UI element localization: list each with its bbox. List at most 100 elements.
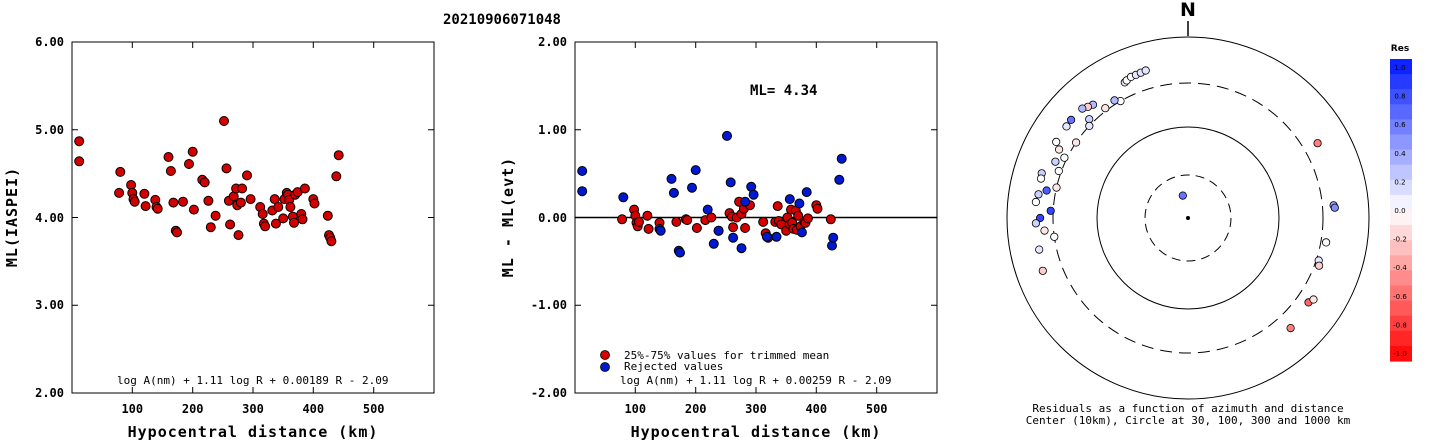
colorbar-tick-label: 0.6 [1394,121,1406,129]
epicenter-marker [1186,216,1190,220]
colorbar-segment [1390,315,1412,332]
y-tick-label: 4.00 [35,211,64,225]
data-point [740,196,751,207]
colorbar-tick-label: 0.8 [1394,93,1405,101]
x-tick-label: 500 [866,402,888,416]
data-point [219,116,229,126]
station-point [1055,145,1064,154]
y-tick-label: 1.00 [538,123,567,137]
station-point [1046,206,1055,215]
data-point [74,156,85,167]
colorbar-segment [1390,210,1412,226]
data-point [245,194,256,205]
data-point [331,171,342,182]
data-point [129,196,140,207]
data-point [761,231,772,242]
data-point [114,187,125,198]
station-point [1060,153,1069,162]
colorbar-segment [1390,285,1412,302]
data-point [260,221,271,232]
ring-100km [1096,126,1280,310]
colorbar-segment [1390,149,1412,166]
data-point [617,214,628,225]
y-tick-label: -1.00 [531,298,567,312]
data-point [140,201,151,212]
x-tick-label: 200 [182,402,204,416]
data-point [309,198,320,209]
magnitude-formula: log A(nm) + 1.11 log R + 0.00189 R - 2.0… [117,374,389,387]
data-point [655,225,666,236]
data-point [725,177,736,188]
colorbar-segment [1390,345,1412,362]
station-point [1050,232,1059,241]
colorbar-segment [1390,104,1412,120]
colorbar-segment [1390,134,1412,151]
station-point [1178,191,1187,200]
data-point [675,247,685,258]
legend: 25%-75% values for trimmed mean Rejected… [600,349,829,373]
data-point [748,189,759,200]
station-point [1286,323,1295,333]
figure-title: 20210906071048 [443,12,561,28]
data-point [242,170,252,181]
y-tick-label: 6.00 [35,35,64,49]
data-point [188,204,199,215]
ml-annotation: ML= 4.34 [750,83,817,99]
data-point [836,153,847,164]
data-point [728,222,739,233]
colorbar-tick-label: -0.8 [1393,321,1407,329]
colorbar [1390,59,1412,362]
data-point [257,209,268,219]
data-point [728,232,739,243]
data-point [671,216,682,227]
colorbar-segment [1390,59,1412,75]
polar-points [1031,66,1339,333]
colorbar-segment [1390,270,1412,287]
data-point [666,173,677,184]
x-tick-label: 300 [745,402,767,416]
data-point [299,183,310,194]
data-point [172,227,182,238]
x-tick-label: 300 [242,402,264,416]
station-point [1031,219,1041,228]
station-point [1034,190,1043,199]
plot-frame-left [71,41,435,394]
station-point [1309,295,1318,304]
station-point [1052,183,1061,192]
data-point [634,216,644,227]
x-tick-label: 100 [121,402,143,416]
colorbar-tick-label: 0.0 [1394,207,1405,215]
ring-1000km [1006,36,1370,400]
data-point [273,202,284,212]
scatter-points-left [74,116,344,247]
station-point [1042,186,1051,195]
y-axis-label: ML(IASPEI) [3,167,21,267]
data-point [771,231,782,242]
colorbar-tick-label: 0.4 [1394,150,1406,158]
x-tick-label: 500 [363,402,385,416]
y-tick-label: 2.00 [35,386,64,400]
colorbar-tick-label: -0.2 [1393,236,1407,244]
colorbar-segment [1390,179,1412,196]
colorbar-tick-label: -0.6 [1393,293,1407,301]
ring-300km [1052,82,1324,354]
data-point [115,166,126,177]
station-point [1035,245,1044,254]
data-point [713,225,724,236]
x-axis-label: Hypocentral distance (km) [128,423,379,441]
station-point [1036,174,1046,183]
data-point [687,182,697,193]
legend-marker-trimmed [600,350,610,360]
data-point [237,183,248,194]
panel-residual-vs-distance: 2.00 1.00 0.00 -1.00 -2.00 100 200 300 4… [499,35,938,441]
y-tick-label: 5.00 [35,123,64,137]
colorbar-labels: 1.0 0.8 0.6 0.4 0.2 0.0 -0.2 -0.4 -0.6 -0.8 -1.0 [1393,64,1407,358]
station-point [1078,104,1087,113]
scatter-points-mid [577,130,847,258]
colorbar-segment [1390,89,1412,105]
station-point [1085,121,1094,131]
data-point [225,219,236,230]
data-point [706,212,717,223]
data-point [210,210,221,221]
